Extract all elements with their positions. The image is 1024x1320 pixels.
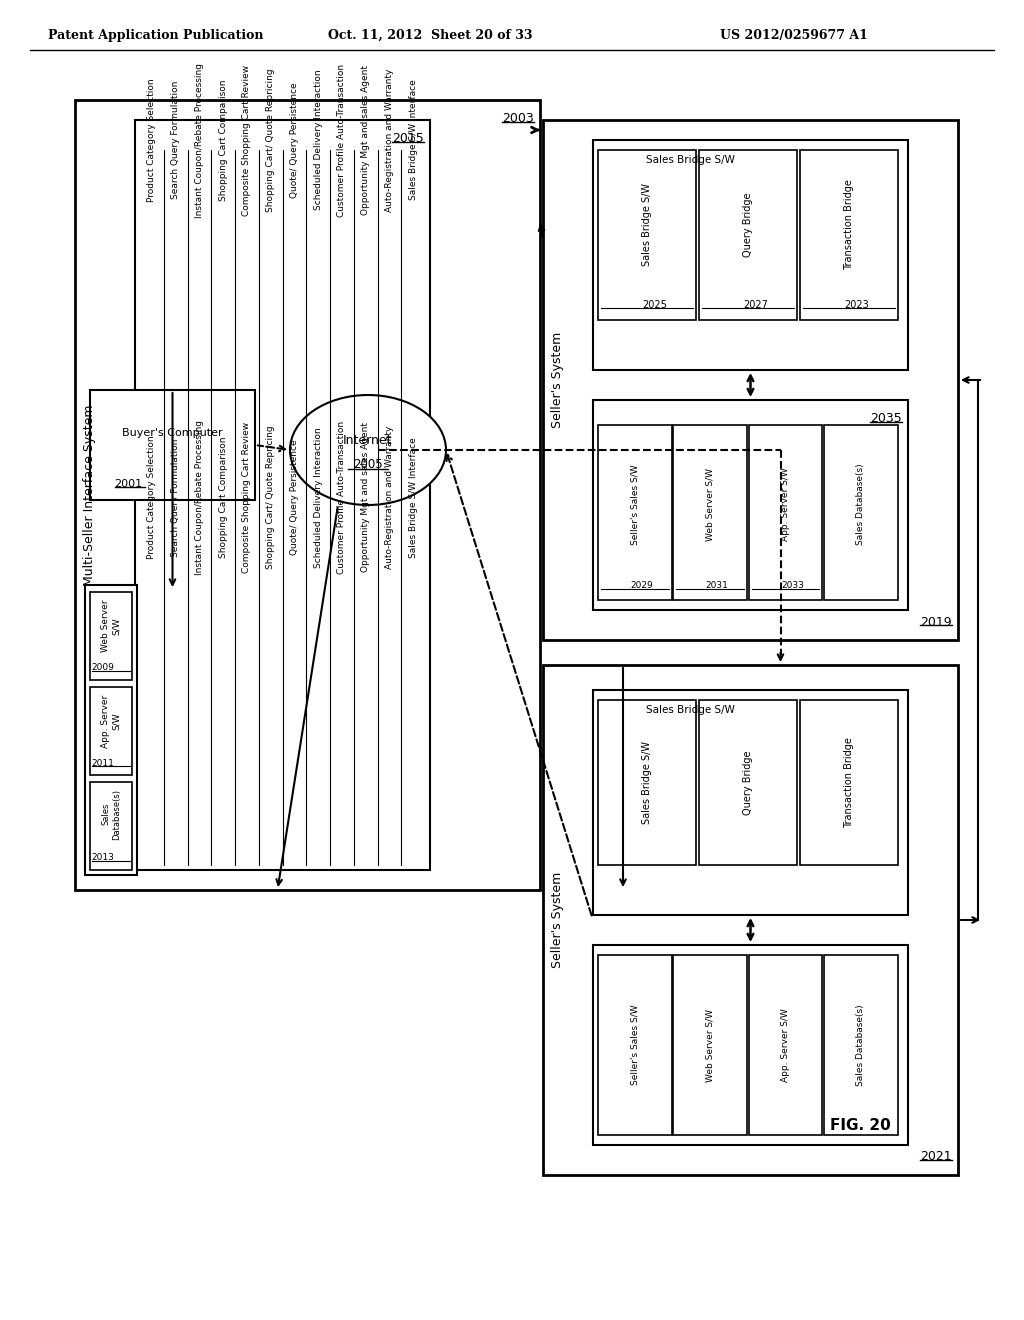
Bar bbox=[90, 591, 132, 680]
Bar bbox=[598, 700, 696, 865]
Text: Web Server S/W: Web Server S/W bbox=[706, 469, 715, 541]
Ellipse shape bbox=[290, 395, 446, 506]
Text: App. Server S/W: App. Server S/W bbox=[781, 1008, 790, 1082]
Bar bbox=[593, 400, 908, 610]
Text: Internet: Internet bbox=[343, 433, 393, 446]
Text: App. Server S/W: App. Server S/W bbox=[781, 467, 790, 541]
Text: Auto-Registration and Warranty: Auto-Registration and Warranty bbox=[385, 69, 394, 211]
Text: Sales Database(s): Sales Database(s) bbox=[856, 1005, 865, 1086]
Bar bbox=[543, 665, 958, 1175]
Bar bbox=[90, 781, 132, 870]
Text: 2003: 2003 bbox=[502, 111, 534, 124]
Text: Scheduled Delivery Interaction: Scheduled Delivery Interaction bbox=[313, 428, 323, 568]
Text: Sales Database(s): Sales Database(s) bbox=[856, 463, 865, 545]
Bar bbox=[543, 120, 958, 640]
Text: 2005: 2005 bbox=[353, 458, 383, 471]
Text: Sales Bridge S/W: Sales Bridge S/W bbox=[642, 741, 652, 824]
Text: 2019: 2019 bbox=[921, 615, 952, 628]
Bar bbox=[135, 120, 430, 870]
Bar bbox=[598, 150, 696, 319]
Text: 2029: 2029 bbox=[631, 582, 653, 590]
Text: Search Query Formulation: Search Query Formulation bbox=[171, 438, 180, 557]
Bar bbox=[593, 945, 908, 1144]
Text: 2015: 2015 bbox=[392, 132, 424, 144]
Text: Shopping Cart/ Quote Repricing: Shopping Cart/ Quote Repricing bbox=[266, 69, 275, 211]
Text: Sales
Database(s): Sales Database(s) bbox=[101, 788, 121, 840]
Text: Seller's Sales S/W: Seller's Sales S/W bbox=[631, 465, 639, 545]
Text: Opportunity Mgt and sales Agent: Opportunity Mgt and sales Agent bbox=[361, 65, 370, 215]
Text: 2035: 2035 bbox=[870, 412, 902, 425]
Bar bbox=[698, 700, 797, 865]
Text: 2027: 2027 bbox=[743, 300, 768, 310]
Bar bbox=[823, 954, 897, 1135]
Text: 2011: 2011 bbox=[91, 759, 115, 767]
Text: 2009: 2009 bbox=[91, 664, 115, 672]
Text: Customer Profile Auto-Transaction: Customer Profile Auto-Transaction bbox=[337, 421, 346, 574]
Text: Seller's System: Seller's System bbox=[551, 873, 563, 968]
Text: Web Server S/W: Web Server S/W bbox=[706, 1008, 715, 1081]
Text: Sales Bridge S/W Interface: Sales Bridge S/W Interface bbox=[409, 437, 418, 558]
Text: Transaction Bridge: Transaction Bridge bbox=[844, 737, 854, 828]
Text: Web Server
S/W: Web Server S/W bbox=[101, 599, 121, 652]
Text: Product Category Selection: Product Category Selection bbox=[147, 78, 157, 202]
Text: Quote/ Query Persistence: Quote/ Query Persistence bbox=[290, 440, 299, 556]
Text: Opportunity Mgt and sales Agent: Opportunity Mgt and sales Agent bbox=[361, 422, 370, 573]
Text: Instant Coupon/Rebate Processing: Instant Coupon/Rebate Processing bbox=[195, 62, 204, 218]
Text: Instant Coupon/Rebate Processing: Instant Coupon/Rebate Processing bbox=[195, 420, 204, 576]
Text: Buyer's Computer: Buyer's Computer bbox=[122, 428, 223, 438]
Text: Transaction Bridge: Transaction Bridge bbox=[844, 180, 854, 271]
Bar bbox=[90, 686, 132, 775]
Bar bbox=[85, 585, 137, 875]
Bar bbox=[593, 140, 908, 370]
Text: 2021: 2021 bbox=[921, 1151, 952, 1163]
Text: 2013: 2013 bbox=[91, 854, 115, 862]
Text: Sales Bridge S/W: Sales Bridge S/W bbox=[646, 705, 735, 715]
Bar bbox=[593, 690, 908, 915]
Text: Shopping Cart/ Quote Repricing: Shopping Cart/ Quote Repricing bbox=[266, 425, 275, 569]
Text: Customer Profile Auto-Transaction: Customer Profile Auto-Transaction bbox=[337, 63, 346, 216]
Text: Scheduled Delivery Interaction: Scheduled Delivery Interaction bbox=[313, 70, 323, 210]
Text: Sales Bridge S/W Interface: Sales Bridge S/W Interface bbox=[409, 79, 418, 201]
Text: FIG. 20: FIG. 20 bbox=[829, 1118, 891, 1133]
Text: US 2012/0259677 A1: US 2012/0259677 A1 bbox=[720, 29, 868, 41]
Bar bbox=[598, 425, 672, 601]
Bar bbox=[800, 150, 898, 319]
Bar bbox=[673, 954, 746, 1135]
Text: 2033: 2033 bbox=[781, 582, 804, 590]
Text: 2001: 2001 bbox=[114, 479, 142, 488]
Text: Sales Bridge S/W: Sales Bridge S/W bbox=[646, 154, 735, 165]
Text: Auto-Registration and Warranty: Auto-Registration and Warranty bbox=[385, 426, 394, 569]
Bar bbox=[749, 954, 822, 1135]
Text: 2023: 2023 bbox=[845, 300, 869, 310]
Text: Product Category Selection: Product Category Selection bbox=[147, 436, 157, 560]
Text: Seller's Sales S/W: Seller's Sales S/W bbox=[631, 1005, 639, 1085]
Bar bbox=[749, 425, 822, 601]
Text: Sales Bridge S/W: Sales Bridge S/W bbox=[642, 183, 652, 267]
Text: Oct. 11, 2012  Sheet 20 of 33: Oct. 11, 2012 Sheet 20 of 33 bbox=[328, 29, 532, 41]
Text: Shopping Cart Comparison: Shopping Cart Comparison bbox=[219, 437, 227, 558]
Bar bbox=[75, 100, 540, 890]
Text: Composite Shopping Cart Review: Composite Shopping Cart Review bbox=[243, 422, 251, 573]
Text: Quote/ Query Persistence: Quote/ Query Persistence bbox=[290, 82, 299, 198]
Bar bbox=[698, 150, 797, 319]
Bar bbox=[800, 700, 898, 865]
Text: Composite Shopping Cart Review: Composite Shopping Cart Review bbox=[243, 65, 251, 215]
Text: App. Server
S/W: App. Server S/W bbox=[101, 694, 121, 747]
Bar bbox=[90, 389, 255, 500]
Bar bbox=[673, 425, 746, 601]
Text: Query Bridge: Query Bridge bbox=[743, 750, 753, 814]
Text: Search Query Formulation: Search Query Formulation bbox=[171, 81, 180, 199]
Text: Shopping Cart Comparison: Shopping Cart Comparison bbox=[219, 79, 227, 201]
Text: Multi-Seller Interface System: Multi-Seller Interface System bbox=[83, 404, 95, 586]
Bar bbox=[598, 954, 672, 1135]
Text: Seller's System: Seller's System bbox=[551, 331, 563, 428]
Text: 2025: 2025 bbox=[643, 300, 668, 310]
Text: Query Bridge: Query Bridge bbox=[743, 193, 753, 257]
Text: 2031: 2031 bbox=[706, 582, 728, 590]
Text: Patent Application Publication: Patent Application Publication bbox=[48, 29, 263, 41]
Bar bbox=[823, 425, 897, 601]
